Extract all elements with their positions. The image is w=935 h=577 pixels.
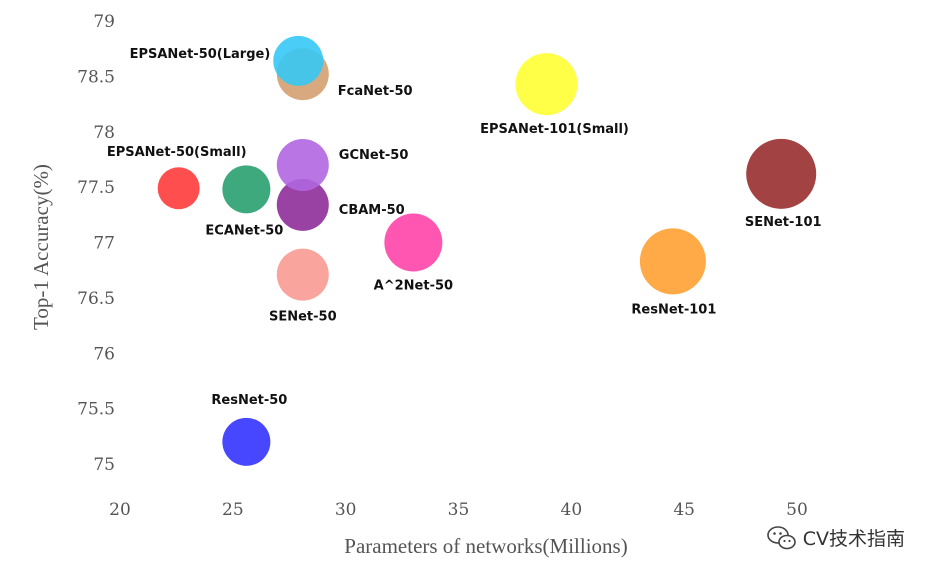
y-tick-label: 77	[93, 234, 115, 254]
bubble-label: SENet-50	[269, 310, 337, 325]
bubble-label: EPSANet-101(Small)	[480, 122, 629, 137]
bubble-cbam-50	[276, 178, 329, 231]
bubble-senet-101	[746, 138, 817, 209]
bubble-epsanet-50-large	[273, 35, 324, 86]
x-tick-label: 40	[561, 500, 583, 520]
y-axis-title: Top-1 Accuracy(%)	[29, 164, 53, 330]
bubble-label: ResNet-50	[211, 393, 287, 408]
bubble-label: ECANet-50	[205, 223, 283, 238]
bubble-labels: ResNet-50 EPSANet-50(Small) ECANet-50 SENet…	[107, 47, 822, 408]
y-tick-label: 78.5	[77, 67, 115, 87]
bubble-label: GCNet-50	[339, 148, 409, 163]
y-tick-label: 75.5	[77, 400, 115, 420]
y-tick-label: 77.5	[77, 178, 115, 198]
x-tick-label: 35	[448, 500, 470, 520]
bubble-label: SENet-101	[745, 215, 822, 230]
bubble-ecanet-50	[222, 165, 271, 214]
bubble-label: EPSANet-50(Small)	[107, 145, 247, 160]
y-tick-label: 78	[93, 123, 115, 143]
bubble-resnet-101	[639, 228, 706, 295]
x-tick-label: 20	[109, 500, 131, 520]
bubble-label: CBAM-50	[339, 203, 405, 218]
bubble-label: A^2Net-50	[374, 279, 453, 294]
y-axis-ticks: 75 75.5 76 76.5 77 77.5 78 78.5 79	[77, 12, 115, 475]
x-tick-label: 45	[673, 500, 695, 520]
bubble-gcnet-50	[276, 138, 329, 191]
x-tick-label: 50	[786, 500, 808, 520]
y-tick-label: 76	[93, 344, 115, 364]
x-tick-label: 30	[335, 500, 357, 520]
bubble-senet-50	[276, 248, 329, 301]
bubbles	[157, 35, 817, 466]
x-axis-ticks: 20 25 30 35 40 45 50	[109, 500, 808, 520]
y-tick-label: 76.5	[77, 289, 115, 309]
y-tick-label: 79	[93, 12, 115, 32]
bubble-label: FcaNet-50	[338, 84, 413, 99]
bubble-epsanet-50-small	[157, 167, 200, 210]
x-axis-title: Parameters of networks(Millions)	[344, 534, 627, 558]
bubble-resnet-50	[222, 417, 271, 466]
watermark: CV技术指南	[766, 524, 905, 551]
bubble-epsanet-101-small	[515, 53, 578, 116]
x-tick-label: 25	[222, 500, 244, 520]
bubble-label: ResNet-101	[631, 302, 716, 317]
y-tick-label: 75	[93, 455, 115, 475]
wechat-icon	[766, 525, 796, 549]
watermark-text: CV技术指南	[802, 528, 905, 550]
bubble-a-2net-50	[384, 213, 443, 272]
bubble-label: EPSANet-50(Large)	[130, 47, 271, 62]
